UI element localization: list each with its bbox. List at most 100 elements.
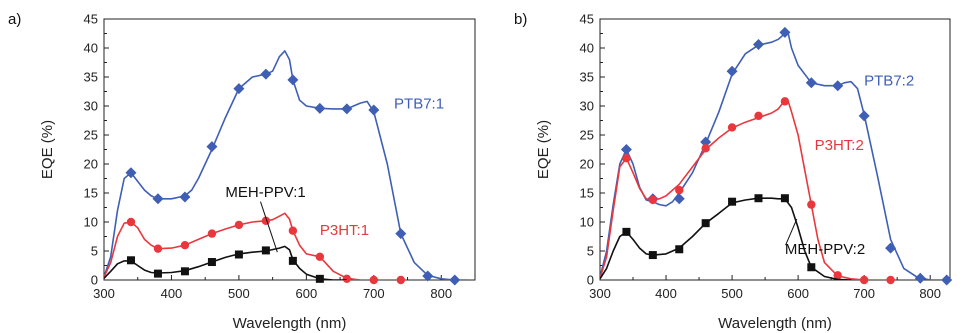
data-point <box>234 220 244 230</box>
x-tick-label: 500 <box>228 286 250 301</box>
data-point <box>125 167 137 179</box>
x-tick-label: 300 <box>93 286 115 301</box>
data-point <box>807 200 816 209</box>
data-point <box>179 191 191 203</box>
x-axis-title: Wavelength (nm) <box>233 315 347 332</box>
series-ptb7-1: PTB7:1 <box>104 50 469 286</box>
series-p3ht-2: P3HT:2 <box>600 97 895 285</box>
x-axis-title: Wavelength (nm) <box>718 315 832 332</box>
data-point <box>701 144 710 153</box>
data-point <box>449 274 461 286</box>
y-tick-label: 0 <box>91 273 98 288</box>
y-axis-title: EQE (%) <box>535 120 552 179</box>
data-point <box>288 256 297 265</box>
y-tick-label: 5 <box>91 244 98 259</box>
data-point <box>727 123 737 132</box>
data-point <box>673 193 685 205</box>
x-tick-label: 400 <box>655 286 677 301</box>
series-meh-ppv-1: MEH-PPV:1 <box>104 184 347 283</box>
data-point <box>368 104 380 116</box>
data-point <box>395 228 407 240</box>
panel-a-chart: a) 300 400 500 600 700 800 0 5 10 15 20 25 30 35 40 45 Wa… <box>8 11 476 332</box>
data-point <box>832 80 844 92</box>
data-point <box>207 258 216 267</box>
data-point <box>153 244 163 253</box>
y-tick-label: 20 <box>84 157 98 172</box>
series-line <box>104 245 347 280</box>
y-tick-label: 10 <box>84 215 98 230</box>
data-point <box>805 77 817 89</box>
data-point <box>315 274 324 283</box>
data-point <box>728 197 737 206</box>
series-line <box>600 32 950 280</box>
series-label: MEH-PPV:1 <box>225 184 305 201</box>
series-line <box>600 99 891 280</box>
data-point <box>675 185 684 195</box>
x-tick-label: 800 <box>919 286 941 301</box>
data-point <box>622 227 631 236</box>
data-point <box>754 111 763 121</box>
y-tick-label: 20 <box>580 157 594 172</box>
data-point <box>914 272 926 284</box>
data-point <box>779 26 791 38</box>
x-tick-label: 600 <box>296 286 318 301</box>
data-point <box>648 251 657 260</box>
y-tick-label: 35 <box>84 70 98 85</box>
data-point <box>780 194 789 203</box>
y-tick-label: 15 <box>580 186 594 201</box>
label-pointer <box>260 201 278 253</box>
data-point <box>886 275 895 285</box>
y-axis-title: EQE (%) <box>39 120 56 179</box>
data-point <box>207 229 217 238</box>
series-label: MEH-PPV:2 <box>785 241 865 258</box>
data-point <box>648 195 658 205</box>
data-point <box>422 270 434 282</box>
data-point <box>859 275 869 285</box>
y-tick-label: 30 <box>580 99 594 114</box>
y-tick-label: 45 <box>84 12 98 27</box>
x-tick-label: 500 <box>721 286 743 301</box>
data-point <box>152 193 164 205</box>
data-point <box>833 271 842 280</box>
data-point <box>342 274 352 284</box>
data-point <box>885 242 897 254</box>
data-point <box>126 256 135 265</box>
y-tick-label: 30 <box>84 99 98 114</box>
y-tick-label: 40 <box>84 41 98 56</box>
y-tick-label: 25 <box>580 128 594 143</box>
series-label: P3HT:2 <box>815 137 864 154</box>
series-label: PTB7:1 <box>394 95 444 112</box>
y-tick-label: 25 <box>84 128 98 143</box>
y-tick-label: 0 <box>587 273 594 288</box>
data-point <box>754 194 763 203</box>
y-tick-label: 40 <box>580 41 594 56</box>
panel-b-chart: b) 300 400 500 600 700 800 0 5 10 15 20 25 30 35 40 45 Wa… <box>514 11 953 332</box>
data-point <box>675 245 684 254</box>
data-point <box>620 144 632 155</box>
data-point <box>700 136 712 148</box>
data-point <box>233 83 245 95</box>
data-point <box>807 263 816 272</box>
data-point <box>314 102 326 114</box>
y-tick-label: 45 <box>580 12 594 27</box>
panel-label: a) <box>8 11 21 28</box>
data-point <box>726 65 738 77</box>
data-point <box>622 154 631 163</box>
data-point <box>396 275 405 285</box>
x-tick-label: 400 <box>161 286 183 301</box>
plot-frame <box>599 18 951 281</box>
x-tick-label: 300 <box>589 286 611 301</box>
y-tick-label: 35 <box>580 70 594 85</box>
x-tick-label: 700 <box>853 286 875 301</box>
x-tick-label: 600 <box>787 286 809 301</box>
label-pointer <box>785 218 798 246</box>
data-point <box>858 110 870 122</box>
data-point <box>315 252 325 261</box>
data-point <box>126 217 136 227</box>
series-p3ht-1: P3HT:1 <box>104 212 405 285</box>
data-point <box>701 219 710 228</box>
data-point <box>206 141 218 153</box>
data-point <box>287 74 299 86</box>
data-point <box>369 275 379 285</box>
